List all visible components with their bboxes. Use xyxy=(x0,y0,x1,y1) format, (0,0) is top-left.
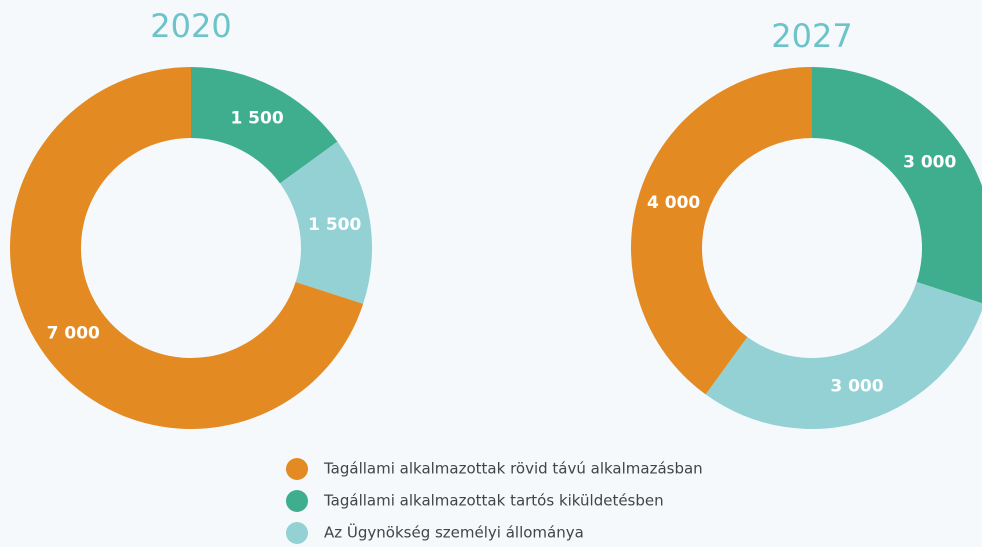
donut-segment xyxy=(279,141,373,304)
value-label: 3 000 xyxy=(903,152,956,172)
value-label: 3 000 xyxy=(830,376,883,396)
legend-swatch xyxy=(286,490,308,512)
value-label: 7 000 xyxy=(47,324,100,344)
donut-segment xyxy=(191,67,338,184)
legend-label: Tagállami alkalmazottak tartós kiküldeté… xyxy=(323,492,664,510)
legend-swatch xyxy=(286,522,308,544)
donut-segment xyxy=(10,67,364,429)
donut-segment xyxy=(705,281,982,429)
value-label: 4 000 xyxy=(647,193,700,213)
chart-title: 2027 xyxy=(771,17,852,55)
donut-segment xyxy=(812,67,982,304)
legend-swatch xyxy=(286,458,308,480)
value-label: 1 500 xyxy=(308,215,361,235)
chart-title: 2020 xyxy=(150,7,231,45)
value-label: 1 500 xyxy=(230,108,283,128)
legend-label: Az Ügynökség személyi állománya xyxy=(324,523,584,542)
legend-label: Tagállami alkalmazottak rövid távú alkal… xyxy=(323,460,703,478)
donut-segment xyxy=(631,67,812,395)
